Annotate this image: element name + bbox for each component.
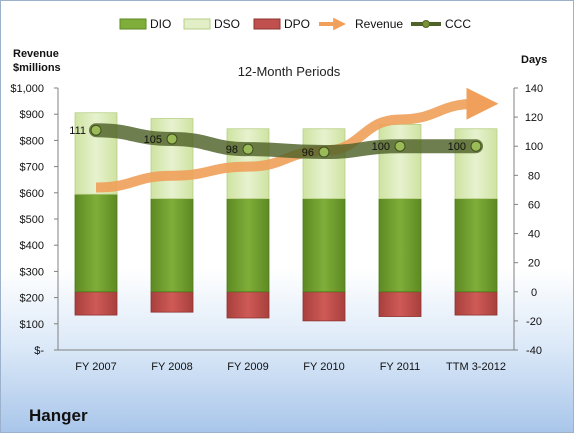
bar-dpo[interactable] bbox=[302, 291, 346, 322]
legend: DIO DSO DPO Revenue CCC bbox=[119, 17, 471, 31]
legend-item-dio[interactable]: DIO bbox=[119, 17, 171, 31]
left-tick-label: $1,000 bbox=[10, 83, 44, 95]
bar-dpo[interactable] bbox=[226, 291, 270, 319]
legend-label-dpo: DPO bbox=[284, 17, 310, 31]
ccc-data-label: 100 bbox=[372, 141, 390, 153]
x-tick-label: FY 2007 bbox=[75, 361, 116, 373]
right-tick-label: -40 bbox=[526, 345, 542, 357]
right-tick-label: 0 bbox=[531, 287, 537, 299]
left-axis-ticks: $- $100 $200 $300 $400 $500 $600 $700 $800 $900 $1… bbox=[10, 83, 58, 357]
legend-item-revenue[interactable]: Revenue bbox=[319, 17, 403, 31]
right-tick-label: 40 bbox=[528, 229, 540, 241]
ccc-point[interactable] bbox=[318, 146, 330, 158]
left-axis-title-line1: Revenue bbox=[13, 48, 59, 60]
x-tick-label: FY 2011 bbox=[380, 361, 421, 373]
ccc-point[interactable] bbox=[394, 140, 406, 152]
legend-swatch-dpo bbox=[253, 18, 281, 30]
ccc-point[interactable] bbox=[470, 140, 482, 152]
left-tick-label: $700 bbox=[20, 162, 44, 174]
x-axis-ticks: FY 2007 FY 2008 FY 2009 FY 2010 FY 2011 TTM 3… bbox=[75, 361, 506, 373]
left-tick-label: $100 bbox=[20, 319, 44, 331]
left-tick-label: $500 bbox=[20, 214, 44, 226]
left-tick-label: $- bbox=[34, 345, 44, 357]
left-tick-label: $800 bbox=[20, 135, 44, 147]
right-tick-label: 20 bbox=[528, 258, 540, 270]
left-tick-label: $600 bbox=[20, 188, 44, 200]
bar-dso[interactable] bbox=[302, 128, 346, 200]
x-tick-label: FY 2009 bbox=[227, 361, 268, 373]
left-tick-label: $200 bbox=[20, 293, 44, 305]
bars-layer bbox=[74, 112, 498, 322]
legend-swatch-dio bbox=[119, 18, 147, 30]
legend-label-ccc: CCC bbox=[445, 17, 471, 31]
lines-layer: 111 105 98 96 100 100 bbox=[69, 87, 499, 193]
ccc-data-label: 100 bbox=[448, 141, 466, 153]
ccc-point[interactable] bbox=[90, 124, 102, 136]
bar-dio[interactable] bbox=[378, 198, 422, 293]
right-tick-label: -20 bbox=[526, 316, 542, 328]
legend-marker-ccc bbox=[422, 20, 430, 28]
left-tick-label: $300 bbox=[20, 266, 44, 278]
bar-dio[interactable] bbox=[150, 198, 194, 293]
legend-item-dpo[interactable]: DPO bbox=[253, 17, 310, 31]
ccc-point[interactable] bbox=[166, 133, 178, 145]
bar-dio[interactable] bbox=[302, 198, 346, 293]
legend-label-dio: DIO bbox=[150, 17, 171, 31]
left-axis-title-line2: $millions bbox=[13, 62, 61, 74]
bar-dio[interactable] bbox=[74, 193, 118, 293]
legend-label-dso: DSO bbox=[214, 17, 240, 31]
right-tick-label: 100 bbox=[525, 141, 543, 153]
legend-item-dso[interactable]: DSO bbox=[183, 17, 240, 31]
right-axis-ticks: -40 -20 0 20 40 60 80 100 120 140 bbox=[514, 83, 543, 357]
right-tick-label: 120 bbox=[525, 112, 543, 124]
bar-dso[interactable] bbox=[150, 118, 194, 200]
x-tick-label: FY 2008 bbox=[151, 361, 192, 373]
right-tick-label: 60 bbox=[528, 199, 540, 211]
x-tick-label: FY 2010 bbox=[303, 361, 344, 373]
left-tick-label: $900 bbox=[20, 109, 44, 121]
bar-dio[interactable] bbox=[226, 198, 270, 293]
bar-dio[interactable] bbox=[454, 198, 498, 293]
ccc-point[interactable] bbox=[242, 143, 254, 155]
bar-dpo[interactable] bbox=[378, 291, 422, 317]
ccc-data-label: 111 bbox=[69, 125, 86, 137]
legend-swatch-dso bbox=[183, 18, 211, 30]
bar-dpo[interactable] bbox=[74, 291, 118, 316]
legend-label-revenue: Revenue bbox=[355, 17, 403, 31]
legend-item-ccc[interactable]: CCC bbox=[411, 17, 471, 31]
bar-dpo[interactable] bbox=[150, 291, 194, 313]
bar-dpo[interactable] bbox=[454, 291, 498, 316]
right-tick-label: 80 bbox=[528, 170, 540, 182]
chart-title: 12-Month Periods bbox=[238, 64, 341, 79]
ccc-data-label: 105 bbox=[144, 134, 162, 146]
ccc-data-label: 98 bbox=[226, 144, 238, 156]
right-tick-label: 140 bbox=[525, 83, 543, 95]
right-axis-title: Days bbox=[521, 54, 547, 66]
ccc-data-label: 96 bbox=[302, 147, 314, 159]
company-name: Hanger bbox=[29, 406, 88, 425]
left-tick-label: $400 bbox=[20, 240, 44, 252]
bar-dso[interactable] bbox=[378, 123, 422, 200]
x-tick-label: TTM 3-2012 bbox=[446, 361, 506, 373]
